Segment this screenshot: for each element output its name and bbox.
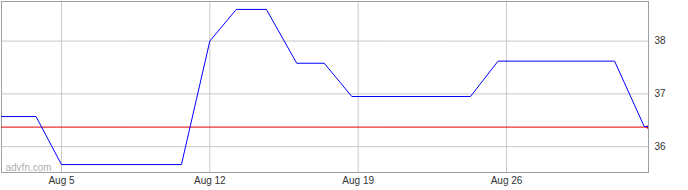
svg-text:37: 37 bbox=[655, 88, 667, 99]
svg-text:38: 38 bbox=[655, 35, 667, 46]
svg-text:advfn.com: advfn.com bbox=[6, 162, 52, 173]
svg-text:36: 36 bbox=[655, 141, 667, 152]
svg-text:Aug 19: Aug 19 bbox=[342, 175, 374, 186]
svg-text:Aug 26: Aug 26 bbox=[491, 175, 523, 186]
svg-text:Aug 12: Aug 12 bbox=[194, 175, 226, 186]
svg-text:Aug 5: Aug 5 bbox=[48, 175, 75, 186]
